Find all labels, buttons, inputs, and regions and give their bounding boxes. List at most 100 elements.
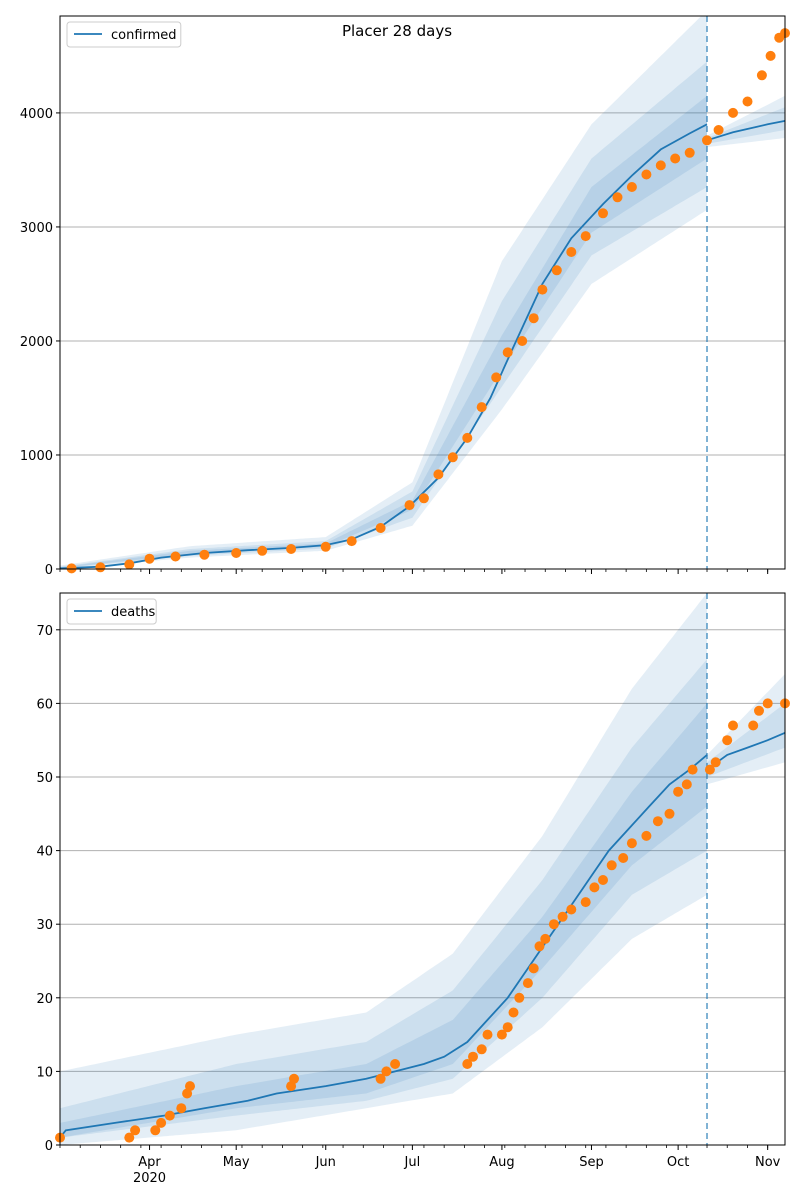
observed-point (404, 500, 415, 511)
observed-point (589, 882, 600, 893)
uncertainty-band-middle (60, 659, 707, 1138)
observed-point (375, 1073, 386, 1084)
observed-point (580, 897, 591, 908)
y-tick-label: 40 (36, 845, 53, 860)
observed-point (702, 135, 712, 146)
y-tick-label: 70 (36, 624, 53, 639)
observed-point (375, 523, 386, 533)
y-tick-label: 0 (45, 563, 53, 578)
y-tick-label: 60 (36, 697, 53, 712)
observed-point (176, 1103, 187, 1114)
plot-frame (59, 15, 786, 570)
model-line (59, 123, 708, 570)
observed-point (664, 808, 675, 819)
observed-point (528, 963, 539, 974)
observed-point (433, 469, 444, 480)
chart-title: Placer 28 days (342, 22, 452, 40)
observed-point (517, 336, 528, 346)
observed-point (681, 779, 692, 790)
y-tick-label: 20 (36, 992, 53, 1007)
observed-point (476, 1044, 487, 1055)
observed-point (462, 432, 473, 443)
x-tick-label: Jul (404, 1155, 421, 1170)
observed-point (346, 536, 357, 547)
observed-point (684, 147, 695, 158)
uncertainty-band-outer (60, 16, 707, 569)
observed-point (728, 720, 738, 731)
observed-point (670, 153, 681, 164)
observed-point (144, 553, 155, 564)
observed-point (673, 786, 684, 797)
legend-box (66, 598, 157, 625)
observed-point (156, 1117, 167, 1128)
legend: confirmed (66, 21, 182, 48)
confirmed-panel: 0 1000 2000 3000 4000 confirmed (20, 15, 790, 578)
uncertainty-band-outer (60, 593, 707, 1145)
y-tick-label: 0 (45, 1139, 53, 1154)
observed-point (502, 347, 513, 358)
x-tick-label: Aug (489, 1155, 514, 1170)
observed-point (257, 545, 268, 556)
observed-point (626, 182, 637, 192)
observed-point (199, 549, 210, 560)
observed-point (710, 757, 721, 768)
observed-point (748, 720, 759, 731)
y-tick-label: 1000 (20, 449, 53, 464)
observed-point (557, 911, 568, 922)
y-tick-label: 10 (36, 1065, 53, 1080)
observed-point (381, 1066, 392, 1077)
observed-point (756, 70, 767, 81)
x-tick-label: May (223, 1155, 250, 1170)
uncertainty-band-inner (60, 703, 707, 1138)
x-tick-label: Oct (667, 1155, 689, 1170)
observed-point (95, 562, 106, 573)
observed-point (728, 107, 738, 118)
observed-point (170, 551, 181, 562)
observed-point (606, 860, 617, 871)
observed-point (704, 764, 715, 775)
observed-point (540, 933, 551, 944)
plot-frame (59, 592, 786, 1146)
observed-point (522, 978, 533, 989)
observed-point (641, 169, 652, 180)
observed-point (713, 125, 724, 135)
y-tick-label: 30 (36, 918, 53, 933)
observed-point (185, 1081, 195, 1092)
observed-point (566, 247, 577, 257)
observed-point (130, 1125, 141, 1136)
observed-point (626, 838, 637, 849)
observed-point (320, 541, 331, 552)
observed-point (598, 208, 608, 219)
observed-point (462, 1059, 473, 1069)
observed-point (514, 992, 525, 1003)
observed-point (66, 563, 77, 574)
observed-point (566, 904, 577, 915)
observed-point (655, 160, 666, 171)
observed-point (447, 452, 458, 463)
observed-point (528, 313, 539, 324)
observed-point (390, 1059, 401, 1069)
y-tick-label: 4000 (20, 107, 53, 122)
x-tick-label: Jun (315, 1155, 336, 1170)
observed-point (598, 875, 608, 885)
observed-point (722, 735, 733, 746)
legend: deaths (66, 598, 157, 625)
y-tick-label: 3000 (20, 221, 53, 236)
observed-point (418, 493, 429, 504)
observed-point (231, 548, 242, 558)
observed-point (580, 231, 591, 242)
y-tick-label: 2000 (20, 335, 53, 350)
observed-point (468, 1051, 478, 1062)
observed-point (482, 1029, 493, 1040)
observed-point (551, 265, 562, 276)
uncertainty-band-inner-forecast (707, 703, 785, 777)
model-forecast-line (706, 120, 786, 142)
observed-point (641, 830, 652, 841)
observed-point (534, 941, 545, 952)
x-tick-label: Apr (138, 1155, 161, 1170)
observed-point (491, 372, 502, 383)
legend-label: deaths (111, 605, 156, 620)
observed-point (150, 1125, 161, 1136)
observed-point (164, 1110, 175, 1121)
